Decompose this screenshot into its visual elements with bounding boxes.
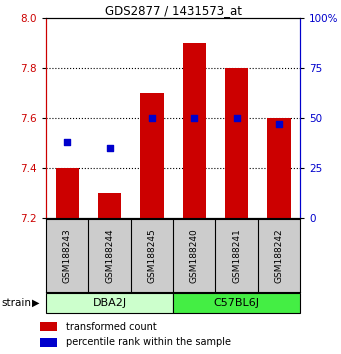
Point [107, 145, 112, 150]
Bar [40, 338, 57, 347]
Bar [182, 43, 206, 218]
Text: GSM188244: GSM188244 [105, 228, 114, 283]
Bar [267, 118, 291, 218]
Point [149, 115, 154, 121]
Text: GSM188243: GSM188243 [63, 228, 72, 283]
Text: GSM188245: GSM188245 [147, 228, 157, 283]
Text: transformed count: transformed count [66, 321, 157, 332]
Point [234, 115, 239, 121]
Text: GSM188242: GSM188242 [275, 228, 283, 283]
Bar [98, 193, 121, 218]
Text: percentile rank within the sample: percentile rank within the sample [66, 337, 231, 348]
Bar [56, 168, 79, 218]
Text: C57BL6J: C57BL6J [213, 298, 260, 308]
Bar [46, 293, 173, 313]
Text: GSM188241: GSM188241 [232, 228, 241, 283]
Point [192, 115, 197, 121]
Bar [225, 68, 248, 218]
Title: GDS2877 / 1431573_at: GDS2877 / 1431573_at [105, 4, 241, 17]
Text: ▶: ▶ [32, 298, 40, 308]
Point [64, 139, 70, 144]
Text: DBA2J: DBA2J [92, 298, 127, 308]
Bar [173, 293, 300, 313]
Text: strain: strain [2, 298, 32, 308]
Bar [140, 93, 164, 218]
Text: GSM188240: GSM188240 [190, 228, 199, 283]
Bar [40, 322, 57, 331]
Point [276, 121, 282, 126]
